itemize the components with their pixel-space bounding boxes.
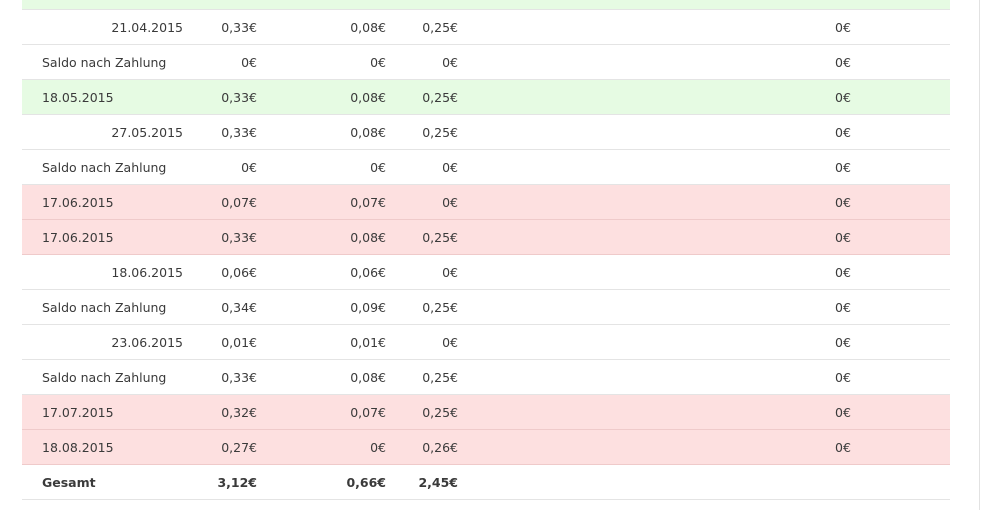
amount-cell: 0€ <box>835 300 851 315</box>
amount-cell: 0,07€ <box>221 195 257 210</box>
amount-cell: 0,33€ <box>221 90 257 105</box>
amount-cell: 0,07€ <box>350 405 386 420</box>
amount-cell: 0€ <box>835 405 851 420</box>
amount-cell: 0€ <box>370 55 386 70</box>
row-label: Saldo nach Zahlung <box>42 370 167 385</box>
amount-cell: 0,66€ <box>346 475 386 490</box>
amount-cell: 0€ <box>442 265 458 280</box>
amount-cell: 0€ <box>442 160 458 175</box>
table-row: 18.05.2015 0,33€ 0,08€ 0,25€ 0€ <box>22 80 950 115</box>
row-label: 18.05.2015 <box>42 90 114 105</box>
amount-cell: 0,25€ <box>422 20 458 35</box>
payments-table: 21.04.2015 0,33€ 0,08€ 0,25€ 0€ Saldo nach Za… <box>22 0 950 500</box>
amount-cell: 0,08€ <box>350 230 386 245</box>
amount-cell: 0€ <box>370 440 386 455</box>
table-row: 21.04.2015 0,33€ 0,08€ 0,25€ 0€ <box>22 10 950 45</box>
amount-cell: 0,09€ <box>350 300 386 315</box>
amount-cell: 0,25€ <box>422 90 458 105</box>
amount-cell: 0,26€ <box>422 440 458 455</box>
amount-cell: 0,25€ <box>422 300 458 315</box>
table-row: 18.08.2015 0,27€ 0€ 0,26€ 0€ <box>22 430 950 465</box>
row-label: 27.05.2015 <box>111 125 183 140</box>
amount-cell: 0,33€ <box>221 230 257 245</box>
table-row: 18.06.2015 0,06€ 0,06€ 0€ 0€ <box>22 255 950 290</box>
row-label: 23.06.2015 <box>111 335 183 350</box>
amount-cell: 0€ <box>835 335 851 350</box>
amount-cell: 0€ <box>442 55 458 70</box>
table-row: 17.06.2015 0,07€ 0,07€ 0€ 0€ <box>22 185 950 220</box>
table-row: 27.05.2015 0,33€ 0,08€ 0,25€ 0€ <box>22 115 950 150</box>
table-row: 23.06.2015 0,01€ 0,01€ 0€ 0€ <box>22 325 950 360</box>
amount-cell: 0€ <box>835 195 851 210</box>
amount-cell: 0€ <box>370 160 386 175</box>
amount-cell: 0€ <box>835 370 851 385</box>
amount-cell: 0,33€ <box>221 20 257 35</box>
row-label: Saldo nach Zahlung <box>42 160 167 175</box>
amount-cell: 0,34€ <box>221 300 257 315</box>
amount-cell: 0,01€ <box>221 335 257 350</box>
row-label: 18.06.2015 <box>111 265 183 280</box>
table-row: Saldo nach Zahlung 0€ 0€ 0€ 0€ <box>22 45 950 80</box>
amount-cell: 0,33€ <box>221 370 257 385</box>
amount-cell: 0,25€ <box>422 370 458 385</box>
row-label: 17.07.2015 <box>42 405 114 420</box>
total-row: Gesamt 3,12€ 0,66€ 2,45€ <box>22 465 950 500</box>
amount-cell: 0€ <box>835 20 851 35</box>
row-label: Gesamt <box>42 475 96 490</box>
amount-cell: 0,25€ <box>422 405 458 420</box>
amount-cell: 0€ <box>835 230 851 245</box>
amount-cell: 0,08€ <box>350 125 386 140</box>
amount-cell: 0€ <box>241 55 257 70</box>
amount-cell: 0,25€ <box>422 230 458 245</box>
row-label: Saldo nach Zahlung <box>42 55 167 70</box>
row-label: Saldo nach Zahlung <box>42 300 167 315</box>
amount-cell: 3,12€ <box>217 475 257 490</box>
amount-cell: 0,08€ <box>350 20 386 35</box>
table-row <box>22 0 950 10</box>
amount-cell: 0,08€ <box>350 90 386 105</box>
row-label: 17.06.2015 <box>42 230 114 245</box>
amount-cell: 0,01€ <box>350 335 386 350</box>
table-row: Saldo nach Zahlung 0,34€ 0,09€ 0,25€ 0€ <box>22 290 950 325</box>
scroll-divider <box>979 0 980 510</box>
table-row: 17.07.2015 0,32€ 0,07€ 0,25€ 0€ <box>22 395 950 430</box>
row-label: 18.08.2015 <box>42 440 114 455</box>
row-label: 21.04.2015 <box>111 20 183 35</box>
amount-cell: 0,27€ <box>221 440 257 455</box>
amount-cell: 0,33€ <box>221 125 257 140</box>
amount-cell: 0,06€ <box>221 265 257 280</box>
table-row: Saldo nach Zahlung 0€ 0€ 0€ 0€ <box>22 150 950 185</box>
amount-cell: 0€ <box>835 265 851 280</box>
amount-cell: 2,45€ <box>418 475 458 490</box>
amount-cell: 0€ <box>442 335 458 350</box>
row-label: 17.06.2015 <box>42 195 114 210</box>
amount-cell: 0,06€ <box>350 265 386 280</box>
amount-cell: 0,08€ <box>350 370 386 385</box>
amount-cell: 0,32€ <box>221 405 257 420</box>
amount-cell: 0€ <box>835 160 851 175</box>
amount-cell: 0,07€ <box>350 195 386 210</box>
amount-cell: 0€ <box>835 90 851 105</box>
table-row: 17.06.2015 0,33€ 0,08€ 0,25€ 0€ <box>22 220 950 255</box>
amount-cell: 0€ <box>442 195 458 210</box>
amount-cell: 0,25€ <box>422 125 458 140</box>
amount-cell: 0€ <box>241 160 257 175</box>
amount-cell: 0€ <box>835 55 851 70</box>
amount-cell: 0€ <box>835 125 851 140</box>
table-row: Saldo nach Zahlung 0,33€ 0,08€ 0,25€ 0€ <box>22 360 950 395</box>
amount-cell: 0€ <box>835 440 851 455</box>
